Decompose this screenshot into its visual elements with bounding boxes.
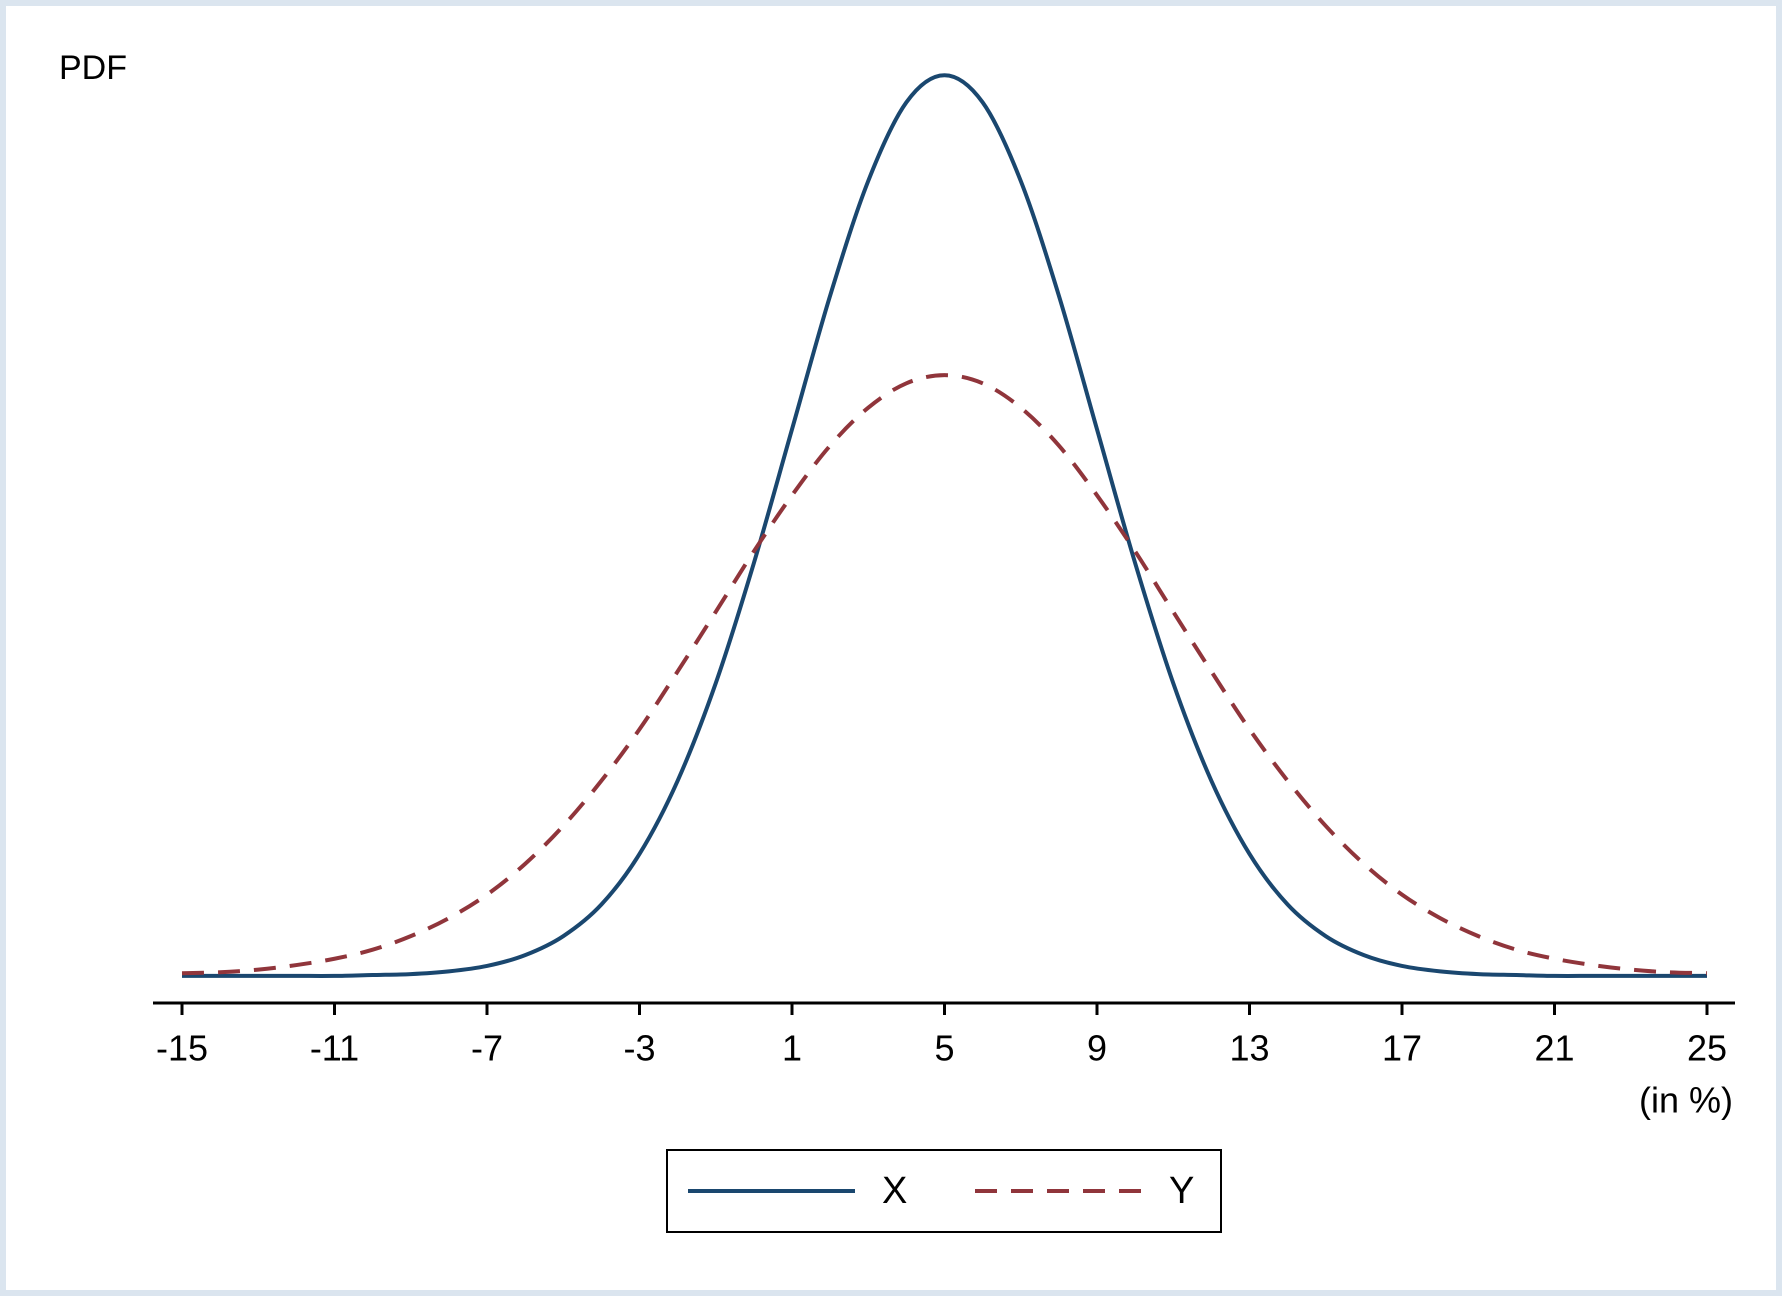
x-tick-label: 21 xyxy=(1534,1028,1574,1069)
legend-label: Y xyxy=(1169,1170,1194,1212)
x-tick-label: -3 xyxy=(623,1028,655,1069)
x-tick-label: 9 xyxy=(1087,1028,1107,1069)
x-axis-label: (in %) xyxy=(1639,1080,1733,1121)
x-tick-label: -15 xyxy=(156,1028,208,1069)
x-tick-label: 5 xyxy=(934,1028,954,1069)
x-tick-label: 13 xyxy=(1229,1028,1269,1069)
y-axis-label: PDF xyxy=(59,49,127,87)
x-tick-label: -7 xyxy=(471,1028,503,1069)
x-tick-label: 25 xyxy=(1687,1028,1727,1069)
series-line xyxy=(182,73,1707,978)
x-tick-label: 17 xyxy=(1382,1028,1422,1069)
legend-label: X xyxy=(882,1170,907,1212)
series-line xyxy=(181,373,1708,976)
x-tick-label: 1 xyxy=(782,1028,802,1069)
x-tick-label: -11 xyxy=(310,1028,359,1069)
